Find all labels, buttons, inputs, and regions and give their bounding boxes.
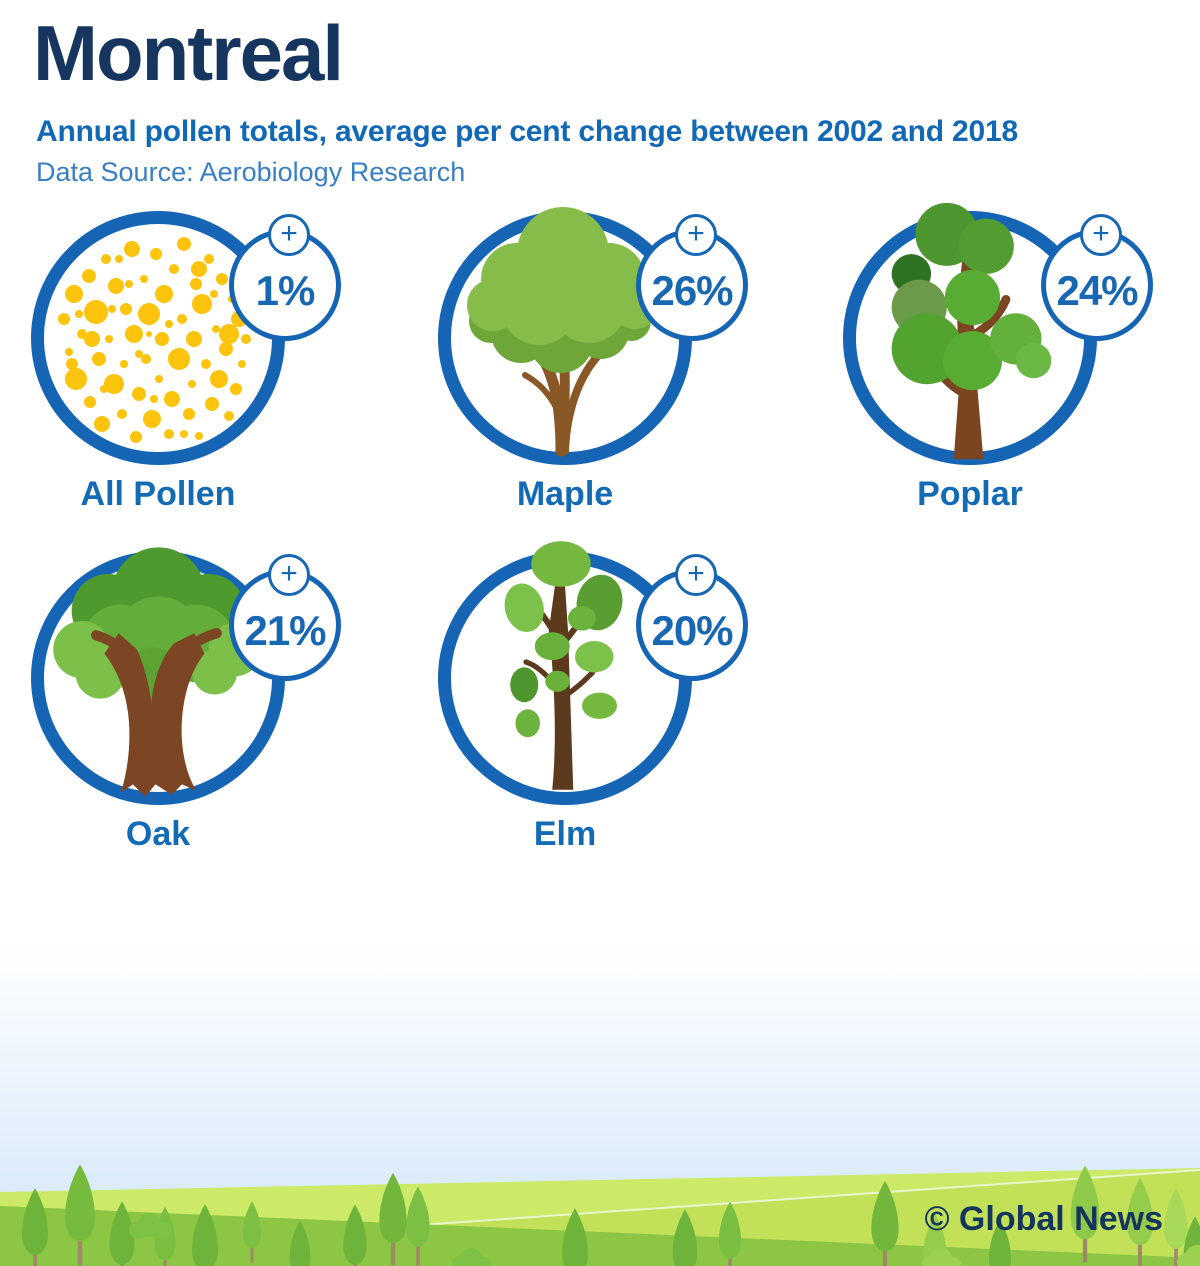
plus-sign: + xyxy=(280,216,298,250)
plus-sign: + xyxy=(687,556,705,590)
pollen-card-poplar: 24% + Poplar xyxy=(843,202,1153,533)
credit-text: © Global News xyxy=(924,1200,1163,1238)
maple-tree-icon xyxy=(467,207,659,457)
hills-illustration xyxy=(0,940,1200,1266)
percent-value: 1% xyxy=(255,267,316,314)
plus-icon: + xyxy=(675,554,717,596)
change-badge: 1% xyxy=(229,229,341,341)
percent-value: 26% xyxy=(651,267,733,314)
plus-sign: + xyxy=(280,556,298,590)
data-source: Data Source: Aerobiology Research xyxy=(36,157,466,187)
category-label: Elm xyxy=(533,815,597,853)
page-title: Montreal xyxy=(33,9,344,97)
pollen-card-elm: 20% + Elm xyxy=(438,541,748,873)
oak-tree-icon xyxy=(53,547,262,797)
pollen-card-all-pollen: 1% + All Pollen xyxy=(31,211,341,533)
plus-icon: + xyxy=(1080,214,1122,256)
bush-icon xyxy=(1177,1245,1200,1266)
elm-tree-icon xyxy=(504,541,623,790)
percent-value: 20% xyxy=(651,607,733,654)
footer-trees-icon xyxy=(22,1164,1200,1266)
sky-gradient xyxy=(0,940,1200,1266)
plus-icon: + xyxy=(268,554,310,596)
category-label: Oak xyxy=(125,815,191,853)
plus-sign: + xyxy=(687,216,705,250)
category-label: Maple xyxy=(516,475,614,513)
percent-value: 24% xyxy=(1056,267,1138,314)
bush-icon xyxy=(129,1213,172,1240)
percent-value: 21% xyxy=(244,607,326,654)
plus-icon: + xyxy=(268,214,310,256)
bush-icon xyxy=(922,1248,961,1266)
plus-icon: + xyxy=(675,214,717,256)
category-label: Poplar xyxy=(917,475,1023,513)
pollen-card-oak: 21% + Oak xyxy=(31,547,341,873)
pollen-card-maple: 26% + Maple xyxy=(438,207,748,533)
poplar-tree-icon xyxy=(891,202,1052,460)
plus-sign: + xyxy=(1092,216,1110,250)
bush-icon xyxy=(452,1248,491,1266)
subtitle: Annual pollen totals, average per cent c… xyxy=(36,115,1018,148)
category-label: All Pollen xyxy=(80,475,236,513)
change-badge: 26% xyxy=(636,229,748,341)
